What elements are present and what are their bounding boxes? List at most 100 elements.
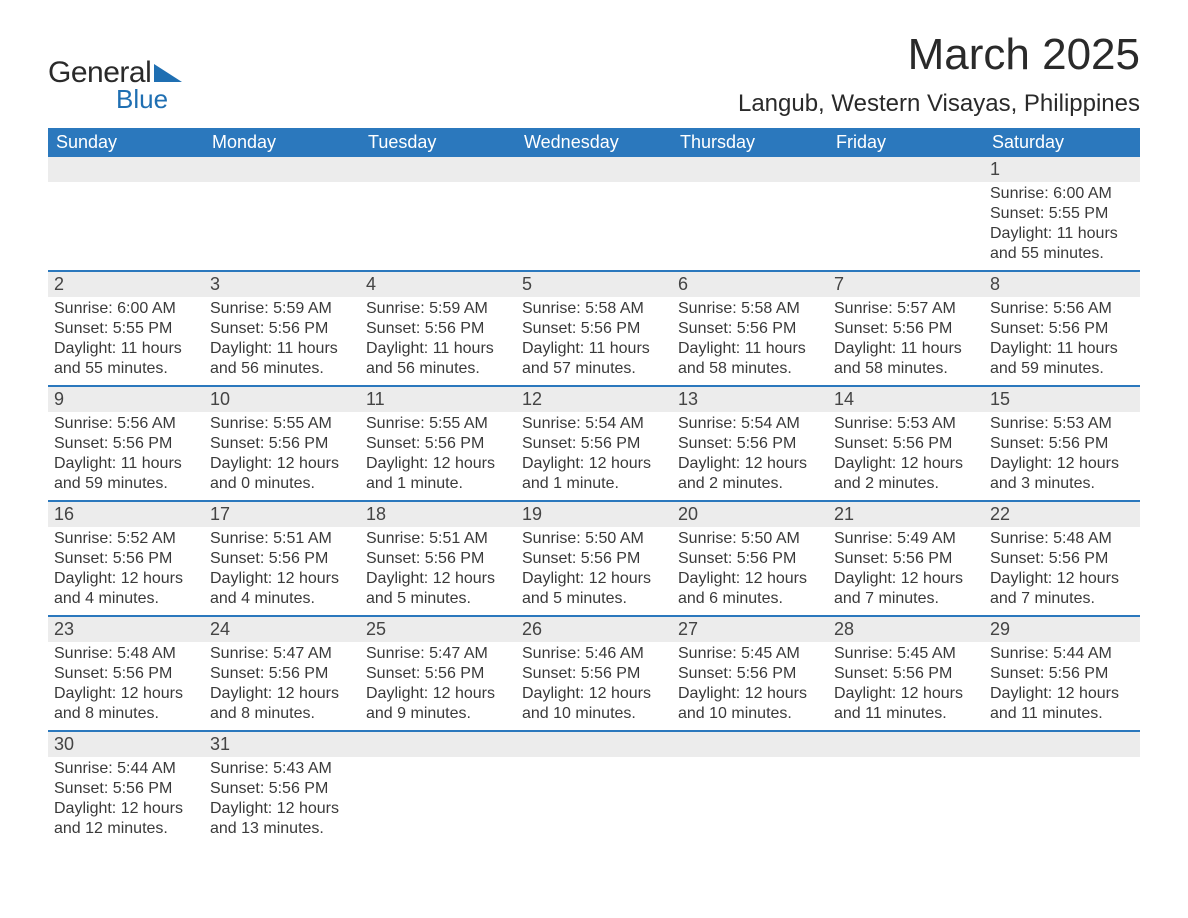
day-info-cell — [672, 757, 828, 845]
day-number-cell: 6 — [672, 271, 828, 297]
daylight-text: and 7 minutes. — [834, 589, 978, 609]
sunset-text: Sunset: 5:56 PM — [54, 549, 198, 569]
day-info-cell: Sunrise: 5:57 AMSunset: 5:56 PMDaylight:… — [828, 297, 984, 386]
day-number-row: 23242526272829 — [48, 616, 1140, 642]
day-number-cell — [828, 731, 984, 757]
sunrise-text: Sunrise: 5:54 AM — [678, 414, 822, 434]
day-number-cell: 31 — [204, 731, 360, 757]
daylight-text: and 3 minutes. — [990, 474, 1134, 494]
day-info-cell: Sunrise: 5:52 AMSunset: 5:56 PMDaylight:… — [48, 527, 204, 616]
daylight-text: and 55 minutes. — [54, 359, 198, 379]
day-number-cell: 22 — [984, 501, 1140, 527]
day-info-cell: Sunrise: 5:53 AMSunset: 5:56 PMDaylight:… — [828, 412, 984, 501]
day-info-row: Sunrise: 6:00 AMSunset: 5:55 PMDaylight:… — [48, 182, 1140, 271]
day-info-cell — [204, 182, 360, 271]
day-number-cell — [516, 157, 672, 182]
daylight-text: and 58 minutes. — [678, 359, 822, 379]
sunrise-text: Sunrise: 5:56 AM — [54, 414, 198, 434]
location-subtitle: Langub, Western Visayas, Philippines — [738, 90, 1140, 118]
day-number-cell: 29 — [984, 616, 1140, 642]
day-number-cell — [672, 731, 828, 757]
day-number-cell: 8 — [984, 271, 1140, 297]
sunset-text: Sunset: 5:56 PM — [210, 434, 354, 454]
sunset-text: Sunset: 5:56 PM — [210, 319, 354, 339]
sunset-text: Sunset: 5:56 PM — [210, 664, 354, 684]
day-info-cell: Sunrise: 5:59 AMSunset: 5:56 PMDaylight:… — [360, 297, 516, 386]
day-number-cell: 5 — [516, 271, 672, 297]
sunset-text: Sunset: 5:56 PM — [210, 779, 354, 799]
sunrise-text: Sunrise: 5:50 AM — [678, 529, 822, 549]
daylight-text: and 8 minutes. — [210, 704, 354, 724]
day-info-cell: Sunrise: 5:54 AMSunset: 5:56 PMDaylight:… — [672, 412, 828, 501]
day-info-cell: Sunrise: 5:58 AMSunset: 5:56 PMDaylight:… — [672, 297, 828, 386]
sunrise-text: Sunrise: 5:45 AM — [678, 644, 822, 664]
daylight-text: and 7 minutes. — [990, 589, 1134, 609]
daylight-text: and 2 minutes. — [834, 474, 978, 494]
sunrise-text: Sunrise: 5:52 AM — [54, 529, 198, 549]
day-info-cell: Sunrise: 5:56 AMSunset: 5:56 PMDaylight:… — [984, 297, 1140, 386]
daylight-text: and 2 minutes. — [678, 474, 822, 494]
daylight-text: Daylight: 12 hours — [834, 454, 978, 474]
daylight-text: and 6 minutes. — [678, 589, 822, 609]
day-info-cell: Sunrise: 5:55 AMSunset: 5:56 PMDaylight:… — [204, 412, 360, 501]
daylight-text: Daylight: 12 hours — [210, 684, 354, 704]
daylight-text: and 13 minutes. — [210, 819, 354, 839]
daylight-text: Daylight: 12 hours — [522, 569, 666, 589]
daylight-text: and 11 minutes. — [990, 704, 1134, 724]
sunrise-text: Sunrise: 5:50 AM — [522, 529, 666, 549]
day-number-cell — [828, 157, 984, 182]
calendar-table: Sunday Monday Tuesday Wednesday Thursday… — [48, 128, 1140, 845]
day-info-cell: Sunrise: 5:46 AMSunset: 5:56 PMDaylight:… — [516, 642, 672, 731]
sunset-text: Sunset: 5:56 PM — [522, 549, 666, 569]
sunset-text: Sunset: 5:56 PM — [366, 664, 510, 684]
day-number-row: 9101112131415 — [48, 386, 1140, 412]
daylight-text: Daylight: 11 hours — [834, 339, 978, 359]
daylight-text: Daylight: 12 hours — [678, 684, 822, 704]
day-info-row: Sunrise: 5:48 AMSunset: 5:56 PMDaylight:… — [48, 642, 1140, 731]
sunset-text: Sunset: 5:56 PM — [990, 549, 1134, 569]
day-info-cell: Sunrise: 6:00 AMSunset: 5:55 PMDaylight:… — [984, 182, 1140, 271]
sunrise-text: Sunrise: 5:58 AM — [678, 299, 822, 319]
day-number-cell: 9 — [48, 386, 204, 412]
day-number-cell: 30 — [48, 731, 204, 757]
sunrise-text: Sunrise: 5:54 AM — [522, 414, 666, 434]
daylight-text: Daylight: 12 hours — [678, 569, 822, 589]
day-info-cell: Sunrise: 5:47 AMSunset: 5:56 PMDaylight:… — [204, 642, 360, 731]
sunset-text: Sunset: 5:56 PM — [210, 549, 354, 569]
day-info-cell: Sunrise: 5:51 AMSunset: 5:56 PMDaylight:… — [204, 527, 360, 616]
day-info-cell: Sunrise: 5:45 AMSunset: 5:56 PMDaylight:… — [672, 642, 828, 731]
day-number-cell: 7 — [828, 271, 984, 297]
day-number-cell: 3 — [204, 271, 360, 297]
daylight-text: and 8 minutes. — [54, 704, 198, 724]
sunset-text: Sunset: 5:56 PM — [834, 664, 978, 684]
day-info-cell: Sunrise: 5:44 AMSunset: 5:56 PMDaylight:… — [48, 757, 204, 845]
sunrise-text: Sunrise: 5:58 AM — [522, 299, 666, 319]
weekday-header: Thursday — [672, 128, 828, 157]
day-info-cell: Sunrise: 5:47 AMSunset: 5:56 PMDaylight:… — [360, 642, 516, 731]
daylight-text: Daylight: 12 hours — [990, 569, 1134, 589]
daylight-text: and 57 minutes. — [522, 359, 666, 379]
sunset-text: Sunset: 5:56 PM — [990, 664, 1134, 684]
weekday-header: Tuesday — [360, 128, 516, 157]
day-info-cell: Sunrise: 5:51 AMSunset: 5:56 PMDaylight:… — [360, 527, 516, 616]
sunset-text: Sunset: 5:56 PM — [678, 319, 822, 339]
weekday-header: Monday — [204, 128, 360, 157]
sunrise-text: Sunrise: 5:51 AM — [366, 529, 510, 549]
daylight-text: Daylight: 12 hours — [210, 569, 354, 589]
daylight-text: and 56 minutes. — [210, 359, 354, 379]
day-number-cell: 14 — [828, 386, 984, 412]
day-number-cell — [48, 157, 204, 182]
logo: General Blue — [48, 56, 182, 115]
daylight-text: and 59 minutes. — [54, 474, 198, 494]
daylight-text: Daylight: 12 hours — [54, 799, 198, 819]
day-number-cell: 24 — [204, 616, 360, 642]
daylight-text: and 58 minutes. — [834, 359, 978, 379]
page-header: General Blue March 2025 Langub, Western … — [48, 30, 1140, 118]
sunset-text: Sunset: 5:56 PM — [366, 434, 510, 454]
daylight-text: and 0 minutes. — [210, 474, 354, 494]
sunrise-text: Sunrise: 5:57 AM — [834, 299, 978, 319]
day-number-cell — [360, 157, 516, 182]
sunset-text: Sunset: 5:56 PM — [522, 319, 666, 339]
day-number-row: 1 — [48, 157, 1140, 182]
day-number-cell: 26 — [516, 616, 672, 642]
